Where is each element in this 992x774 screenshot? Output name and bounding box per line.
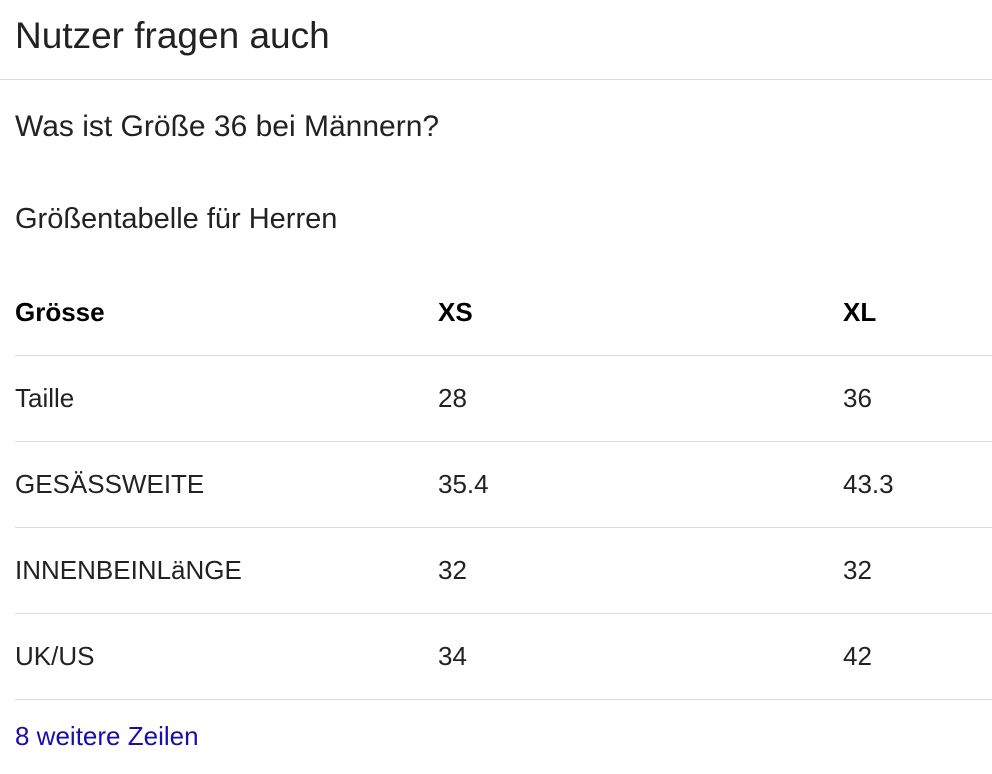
table-cell: GESÄSSWEITE (15, 469, 205, 499)
table-header-cell: XL (843, 296, 877, 327)
table-cell: 32 (438, 555, 467, 585)
table-header-row: Grösse XS XL (15, 269, 992, 356)
table-row: GESÄSSWEITE 35.4 43.3 (15, 442, 992, 528)
table-row: INNENBEINLäNGE 32 32 (15, 528, 992, 614)
question-toggle[interactable]: Was ist Größe 36 bei Männern? (15, 110, 440, 143)
table-cell: Taille (15, 383, 75, 413)
table-header-cell: Grösse (15, 296, 105, 327)
table-cell: 43.3 (843, 469, 894, 499)
size-chart-table: Grösse XS XL Taille 28 36 GESÄSSWEITE 35… (15, 269, 992, 700)
table-cell: 34 (438, 641, 467, 671)
table-cell: UK/US (15, 641, 95, 671)
table-cell: 32 (843, 555, 872, 585)
table-cell: 28 (438, 383, 467, 413)
table-row: Taille 28 36 (15, 356, 992, 442)
table-cell: INNENBEINLäNGE (15, 555, 242, 585)
table-cell: 35.4 (438, 469, 489, 499)
more-rows-link[interactable]: 8 weitere Zeilen (15, 721, 199, 751)
answer-title: Größentabelle für Herren (15, 203, 338, 235)
table-header-cell: XS (438, 296, 473, 327)
people-also-ask-header: Nutzer fragen auch (0, 0, 992, 80)
table-row: UK/US 34 42 (15, 614, 992, 700)
table-cell: 42 (843, 641, 872, 671)
table-cell: 36 (843, 383, 872, 413)
section-title: Nutzer fragen auch (15, 15, 330, 56)
